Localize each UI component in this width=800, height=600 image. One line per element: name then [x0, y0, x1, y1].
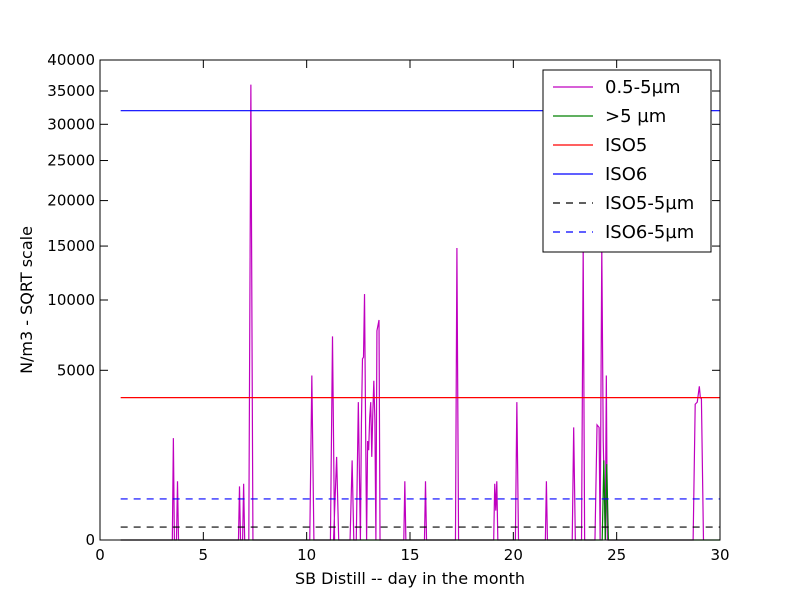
y-tick-label: 5000: [57, 361, 95, 379]
y-tick-label: 20000: [47, 192, 95, 210]
legend-label: ISO6: [605, 164, 647, 185]
x-tick-label: 25: [607, 546, 626, 564]
x-tick-label: 0: [95, 546, 105, 564]
legend-label: ISO6-5µm: [605, 222, 694, 243]
y-tick-label: 40000: [47, 51, 95, 69]
legend-label: >5 µm: [605, 106, 666, 127]
y-tick-label: 15000: [47, 237, 95, 255]
legend-label: ISO5-5µm: [605, 193, 694, 214]
y-tick-label: 0: [85, 531, 95, 549]
ticks-layer: 0 5 10 15 20 25 30 0 5000 10000 15000 20000 25000 300…: [47, 51, 729, 564]
legend: 0.5-5µm >5 µm ISO5 ISO6 ISO5-5µm ISO6-5µm: [542, 69, 712, 253]
series-line-1: [120, 460, 720, 541]
x-tick-label: 10: [297, 546, 316, 564]
x-tick-label: 5: [199, 546, 209, 564]
legend-label: ISO5: [605, 135, 647, 156]
y-tick-label: 35000: [47, 82, 95, 100]
x-tick-label: 20: [504, 546, 523, 564]
y-tick-label: 30000: [47, 115, 95, 133]
y-tick-label: 10000: [47, 291, 95, 309]
x-tick-label: 15: [400, 546, 419, 564]
y-axis-label: N/m3 - SQRT scale: [17, 226, 36, 374]
legend-box: [542, 69, 712, 253]
legend-label: 0.5-5µm: [605, 77, 681, 98]
y-tick-label: 25000: [47, 152, 95, 170]
x-axis-label: SB Distill -- day in the month: [295, 569, 525, 588]
x-tick-label: 30: [710, 546, 729, 564]
